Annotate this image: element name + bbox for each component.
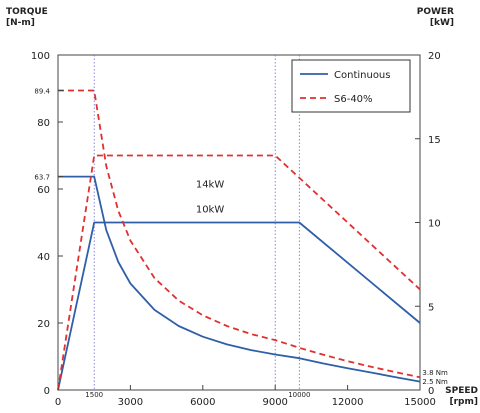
right-tick-label-10: 10 <box>428 219 441 230</box>
right-tick-label-0: 0 <box>428 386 434 397</box>
x-tick-label-0: 0 <box>55 397 61 408</box>
x-special-tick-label-1500: 1500 <box>85 391 103 399</box>
left-axis-title-line2: [N-m] <box>6 18 35 28</box>
legend-box <box>291 59 411 113</box>
legend-label-continuous: Continuous <box>334 70 390 81</box>
right-axis-title-line1: POWER <box>417 7 454 17</box>
x-tick-label-6000: 6000 <box>190 397 215 408</box>
x-tick-label-12000: 12000 <box>332 397 364 408</box>
left-tick-label-80: 80 <box>37 118 50 129</box>
right-tick-label-20: 20 <box>428 51 441 62</box>
annotation-1: 10kW <box>196 204 225 215</box>
left-special-tick-label-89.4: 89.4 <box>34 88 50 96</box>
left-axis-title-line1: TORQUE <box>6 7 48 17</box>
x-axis-title-line2: [rpm] <box>450 397 479 407</box>
left-tick-label-60: 60 <box>37 185 50 196</box>
legend: Continuous S6-40% <box>291 59 411 113</box>
right-axis-title-line2: [kW] <box>430 18 454 28</box>
series-s6-40-torque-line <box>58 89 421 379</box>
left-tick-label-40: 40 <box>37 252 50 263</box>
left-special-tick-label-63.7: 63.7 <box>34 174 50 182</box>
legend-label-s6: S6-40% <box>334 94 373 105</box>
series-continuous-power-line <box>57 221 421 391</box>
right-tick-label-15: 15 <box>428 135 441 146</box>
x-axis-title-line1: SPEED <box>445 386 478 396</box>
annotation-0: 14kW <box>196 179 225 190</box>
left-tick-label-100: 100 <box>31 51 50 62</box>
annotation-3: 2.5 Nm <box>422 378 448 386</box>
left-tick-label-20: 20 <box>37 319 50 330</box>
annotation-2: 3.8 Nm <box>422 369 448 377</box>
x-special-tick-label-10000: 10000 <box>288 391 310 399</box>
right-tick-label-5: 5 <box>428 302 434 313</box>
series-continuous-torque-line <box>58 175 421 383</box>
left-tick-label-0: 0 <box>44 386 50 397</box>
x-tick-label-9000: 9000 <box>262 397 287 408</box>
x-tick-label-15000: 15000 <box>404 397 436 408</box>
x-tick-label-3000: 3000 <box>118 397 143 408</box>
